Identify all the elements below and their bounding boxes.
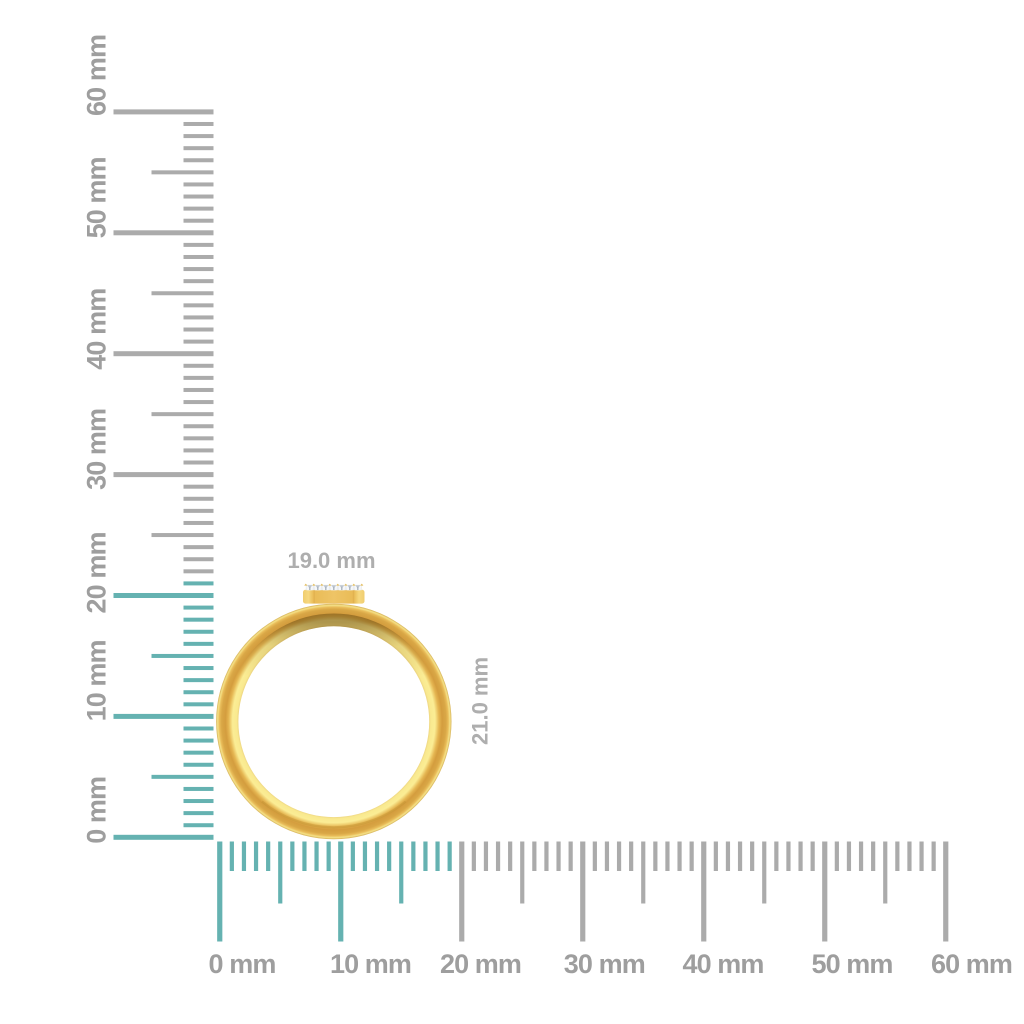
svg-text:50 mm: 50 mm — [811, 949, 892, 979]
svg-text:40 mm: 40 mm — [682, 949, 763, 979]
svg-text:19.0 mm: 19.0 mm — [287, 548, 375, 573]
svg-text:0 mm: 0 mm — [82, 777, 112, 844]
svg-text:10 mm: 10 mm — [330, 949, 411, 979]
svg-text:20 mm: 20 mm — [440, 949, 521, 979]
svg-text:10 mm: 10 mm — [82, 640, 112, 721]
svg-text:21.0 mm: 21.0 mm — [467, 657, 492, 745]
svg-text:60 mm: 60 mm — [931, 949, 1012, 979]
svg-text:30 mm: 30 mm — [82, 409, 112, 490]
svg-text:0 mm: 0 mm — [209, 949, 276, 979]
svg-text:30 mm: 30 mm — [564, 949, 645, 979]
svg-text:20 mm: 20 mm — [82, 532, 112, 613]
svg-text:60 mm: 60 mm — [82, 35, 112, 116]
svg-text:50 mm: 50 mm — [82, 157, 112, 238]
svg-text:40 mm: 40 mm — [82, 289, 112, 370]
